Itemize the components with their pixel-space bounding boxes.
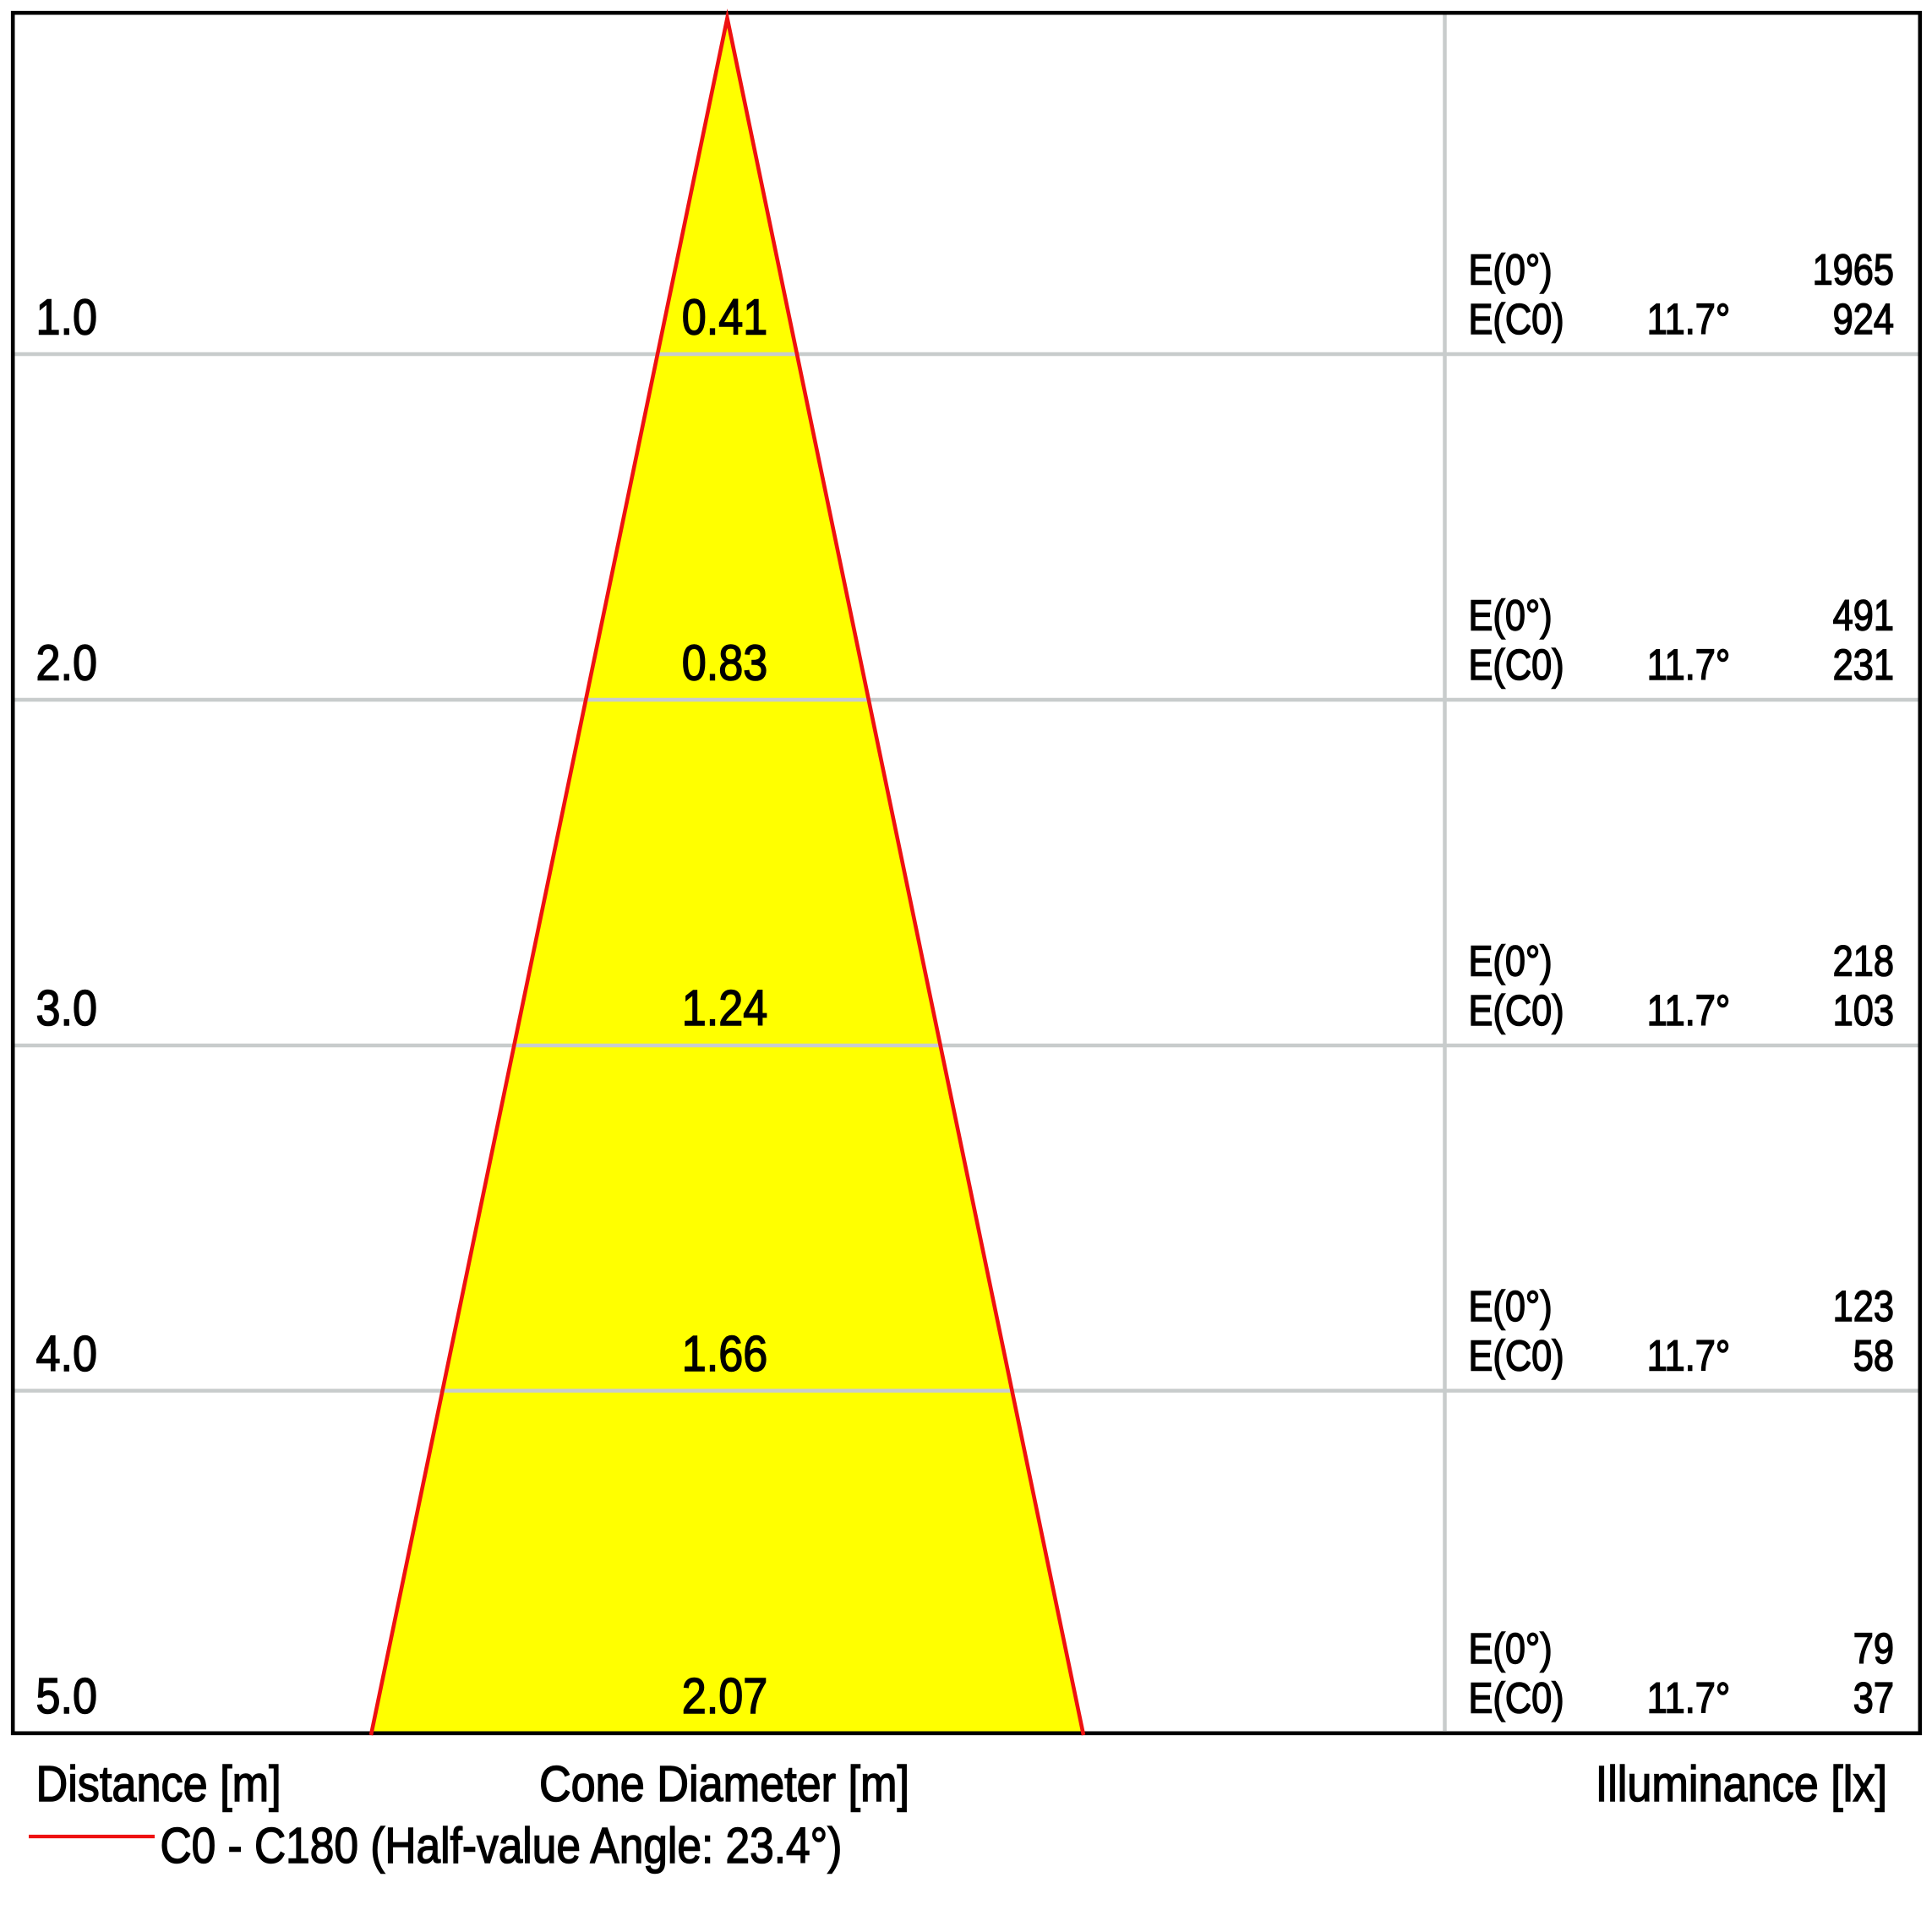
svg-text:C0 - C180 (Half-value Angle: 2: C0 - C180 (Half-value Angle: 23.4°): [161, 1818, 843, 1874]
svg-text:1965: 1965: [1813, 246, 1894, 294]
svg-text:491: 491: [1833, 592, 1894, 640]
svg-text:Cone Diameter [m]: Cone Diameter [m]: [539, 1756, 909, 1812]
svg-text:E(C0): E(C0): [1469, 1674, 1564, 1722]
svg-text:Illuminance [lx]: Illuminance [lx]: [1596, 1756, 1887, 1812]
svg-text:E(C0): E(C0): [1469, 1332, 1564, 1380]
svg-text:79: 79: [1853, 1625, 1894, 1673]
svg-text:1.0: 1.0: [36, 290, 98, 346]
svg-text:11.7°: 11.7°: [1647, 987, 1730, 1035]
svg-text:E(0°): E(0°): [1469, 246, 1553, 294]
svg-text:0.83: 0.83: [682, 636, 768, 691]
svg-text:11.7°: 11.7°: [1647, 296, 1730, 344]
svg-text:11.7°: 11.7°: [1647, 641, 1730, 690]
svg-text:0.41: 0.41: [682, 290, 768, 346]
svg-text:E(C0): E(C0): [1469, 641, 1564, 690]
svg-text:E(0°): E(0°): [1469, 937, 1553, 985]
svg-text:E(0°): E(0°): [1469, 1625, 1553, 1673]
svg-text:1.66: 1.66: [682, 1326, 768, 1382]
svg-text:103: 103: [1833, 987, 1894, 1035]
svg-text:11.7°: 11.7°: [1647, 1674, 1730, 1722]
svg-text:218: 218: [1833, 937, 1894, 985]
svg-text:123: 123: [1833, 1283, 1894, 1331]
svg-text:E(0°): E(0°): [1469, 592, 1553, 640]
svg-text:Distance [m]: Distance [m]: [36, 1756, 281, 1812]
svg-text:E(C0): E(C0): [1469, 296, 1564, 344]
svg-text:1.24: 1.24: [682, 980, 768, 1036]
svg-text:3.0: 3.0: [36, 980, 98, 1036]
svg-text:4.0: 4.0: [36, 1326, 98, 1382]
svg-text:37: 37: [1853, 1674, 1894, 1722]
svg-text:231: 231: [1833, 641, 1894, 690]
svg-text:5.0: 5.0: [36, 1668, 98, 1724]
svg-text:E(C0): E(C0): [1469, 987, 1564, 1035]
svg-text:2.07: 2.07: [682, 1668, 768, 1724]
svg-text:924: 924: [1833, 296, 1894, 344]
svg-text:E(0°): E(0°): [1469, 1283, 1553, 1331]
svg-text:2.0: 2.0: [36, 636, 98, 691]
svg-text:58: 58: [1853, 1332, 1894, 1380]
svg-text:11.7°: 11.7°: [1647, 1332, 1730, 1380]
